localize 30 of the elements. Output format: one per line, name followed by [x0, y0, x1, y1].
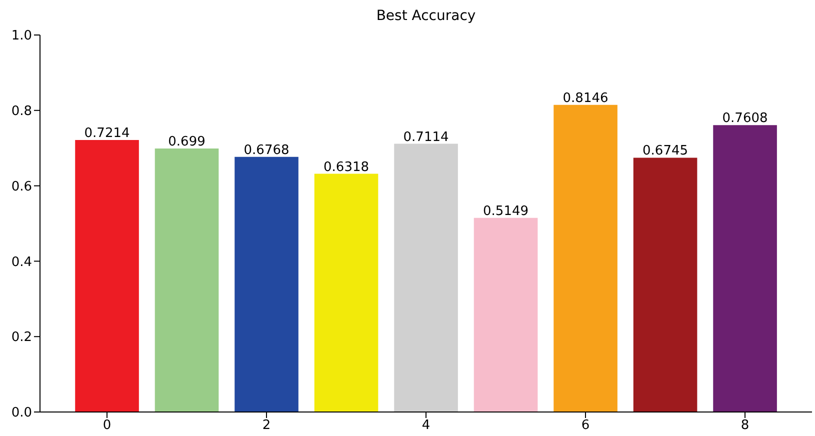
bar [234, 156, 298, 412]
y-tick-label: 1.0 [11, 28, 32, 44]
y-tick-label: 0.4 [11, 254, 32, 270]
y-tick-label: 0.2 [11, 330, 32, 346]
data-label: 0.6318 [324, 160, 370, 175]
bar [554, 104, 618, 412]
y-tick-label: 0.6 [11, 179, 32, 194]
data-label: 0.7608 [722, 111, 768, 126]
data-label: 0.8146 [562, 90, 608, 106]
bar [394, 144, 458, 412]
data-label: 0.7214 [84, 126, 130, 142]
bar [154, 148, 219, 412]
x-tick-label: 4 [422, 418, 430, 434]
bar [474, 218, 538, 412]
data-label: 0.699 [168, 134, 206, 150]
data-label: 0.6768 [244, 142, 290, 158]
y-tick-label: 0.8 [11, 104, 32, 120]
y-tick-label: 0.0 [11, 406, 32, 421]
x-tick-label: 8 [740, 418, 750, 434]
x-tick-label: 2 [262, 418, 271, 434]
bar [713, 125, 777, 412]
chart-title: Best Accuracy [375, 8, 477, 24]
data-label: 0.6745 [642, 144, 688, 159]
bar [633, 158, 698, 412]
data-label: 0.5149 [483, 204, 529, 219]
data-label: 0.7114 [403, 130, 449, 145]
bar [314, 174, 378, 412]
x-tick-label: 0 [102, 418, 112, 434]
bar [75, 140, 139, 412]
x-tick-label: 6 [581, 418, 590, 434]
